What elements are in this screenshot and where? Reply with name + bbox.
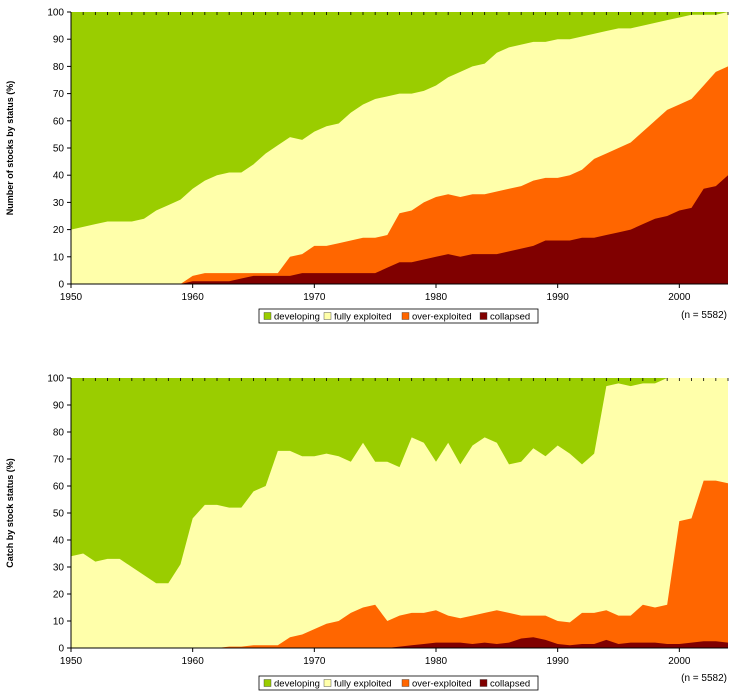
legend-swatch-developing	[263, 312, 272, 320]
y-tick-label: 30	[53, 198, 65, 209]
legend-label-developing: developing	[274, 312, 320, 323]
y-tick-label: 40	[53, 536, 65, 547]
legend-label-fully-exploited: fully exploited	[334, 312, 392, 323]
stock-status-count-chart: 0 10 20 30 40 50 60 70 80 90 100 1950 1960 1970 1980 19…	[5, 8, 729, 324]
legend-label-fully-exploited: fully exploited	[334, 679, 392, 690]
x-tick-label: 1970	[303, 292, 326, 303]
x-tick-label: 2000	[668, 292, 691, 303]
x-tick-label: 1960	[182, 292, 205, 303]
y-tick-label: 50	[53, 509, 65, 520]
area-over-exploited	[71, 66, 728, 285]
legend-label-over-exploited: over-exploited	[412, 679, 472, 690]
legend: developing fully exploited over-exploited c…	[258, 675, 539, 691]
x-tick-label: 1990	[547, 292, 570, 303]
y-tick-label: 60	[53, 116, 65, 127]
y-axis-label: Catch by stock status (%)	[5, 458, 15, 568]
y-tick-label: 50	[53, 144, 65, 155]
x-tick-label: 2000	[668, 656, 691, 667]
legend: developing fully exploited over-exploited c…	[258, 308, 539, 324]
y-tick-label: 100	[47, 374, 64, 385]
x-tick-label: 1960	[182, 656, 205, 667]
area-over-exploited	[71, 480, 728, 648]
y-tick-label: 70	[53, 455, 65, 466]
legend-label-collapsed: collapsed	[490, 312, 530, 323]
legend-swatch-collapsed	[479, 679, 488, 687]
area-fully-exploited	[71, 378, 728, 648]
y-tick-label: 20	[53, 590, 65, 601]
y-axis-label: Number of stocks by status (%)	[5, 81, 15, 216]
legend-swatch-collapsed	[479, 312, 488, 320]
y-tick-label: 70	[53, 89, 65, 100]
legend-swatch-developing	[263, 679, 272, 687]
y-tick-label: 30	[53, 563, 65, 574]
x-tick-label: 1990	[547, 656, 570, 667]
legend-label-over-exploited: over-exploited	[412, 312, 472, 323]
area-collapsed	[71, 175, 728, 284]
legend-swatch-over-exploited	[401, 312, 410, 320]
y-tick-label: 90	[53, 35, 65, 46]
y-tick-label: 90	[53, 401, 65, 412]
y-tick-label: 100	[47, 8, 64, 19]
legend-label-developing: developing	[274, 679, 320, 690]
legend-label-collapsed: collapsed	[490, 679, 530, 690]
area-collapsed	[71, 637, 728, 648]
x-tick-label: 1950	[60, 292, 83, 303]
sample-size-note: (n = 5582)	[681, 310, 727, 321]
catch-by-status-chart: 0 10 20 30 40 50 60 70 80 90 100 1950 1960 1970 1980 19…	[5, 374, 729, 691]
y-tick-label: 60	[53, 482, 65, 493]
y-tick-label: 0	[58, 280, 64, 291]
legend-swatch-fully-exploited	[323, 679, 332, 687]
y-tick-label: 10	[53, 252, 65, 263]
x-tick-label: 1980	[425, 292, 448, 303]
x-tick-label: 1970	[303, 656, 326, 667]
y-tick-label: 20	[53, 225, 65, 236]
x-tick-label: 1980	[425, 656, 448, 667]
x-tick-label: 1950	[60, 656, 83, 667]
legend-swatch-over-exploited	[401, 679, 410, 687]
y-tick-label: 80	[53, 62, 65, 73]
y-tick-label: 0	[58, 644, 64, 655]
y-tick-label: 40	[53, 171, 65, 182]
y-tick-label: 80	[53, 428, 65, 439]
sample-size-note: (n = 5582)	[681, 673, 727, 684]
legend-swatch-fully-exploited	[323, 312, 332, 320]
y-tick-label: 10	[53, 617, 65, 628]
